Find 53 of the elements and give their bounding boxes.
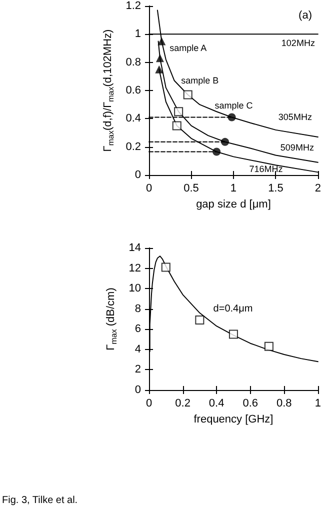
y-tick-label: 0.6 (126, 84, 141, 96)
x-axis-title: gap size d [μm] (196, 198, 271, 210)
y-axis-title: Γmax (dB/cm) (104, 288, 118, 350)
y-tick-label: 2 (134, 364, 141, 376)
y-tick-label: 14 (128, 242, 141, 254)
y-tick-label: 0 (134, 384, 141, 396)
point (161, 262, 170, 272)
point (212, 148, 221, 156)
point (155, 65, 164, 74)
point (264, 342, 274, 351)
y-tick-label: 8 (134, 302, 141, 315)
point (228, 330, 238, 339)
x-tick-label: 0.6 (242, 398, 258, 410)
x-tick-label: 2 (314, 182, 322, 194)
series-label: 305MHz (278, 112, 312, 122)
y-tick-label: 0.8 (126, 56, 141, 68)
y-tick-label: 6 (134, 323, 141, 336)
y-tick-label: 0.4 (126, 112, 141, 125)
x-tick-label: 0 (146, 398, 152, 410)
y-tick-label: 1 (134, 28, 141, 40)
point (158, 37, 166, 46)
x-tick-label: 0.5 (184, 182, 199, 194)
point (221, 138, 230, 146)
x-tick-label: 0 (146, 182, 152, 194)
chart-title: (a) (298, 10, 312, 22)
series-label: 509MHz (280, 142, 314, 152)
x-tick-label: 0.8 (276, 398, 292, 410)
series-label: sample A (170, 43, 207, 54)
caption: Fig. 3, Tilke et al. (2, 495, 78, 506)
x-tick-label: 0.4 (208, 398, 224, 410)
x-tick-label: 1 (230, 182, 237, 194)
x-axis-title: frequency [GHz] (194, 413, 274, 426)
point (172, 121, 182, 130)
point (195, 316, 204, 325)
series-label: sample B (181, 76, 219, 86)
point (228, 113, 236, 122)
y-tick-label: 1.2 (126, 0, 141, 12)
y-tick-label: 12 (128, 262, 141, 274)
series-label: 102MHz (281, 38, 316, 48)
y-tick-label: 0 (134, 169, 141, 181)
y-tick-label: 0.2 (126, 140, 141, 153)
y-axis-title: Γmax(d,f)/Γmax(d,102MHz) (102, 29, 116, 152)
y-tick-label: 10 (128, 282, 141, 295)
x-tick-label: 0.2 (175, 398, 190, 410)
series-label: sample C (214, 100, 254, 110)
point (183, 90, 192, 100)
x-tick-label: 1.5 (268, 182, 284, 194)
y-tick-label: 4 (134, 343, 141, 356)
annotation: d=0.4μm (213, 304, 253, 314)
point (156, 54, 164, 62)
point (174, 107, 184, 116)
legend-label: 716MHz (249, 164, 284, 174)
x-tick-label: 1 (314, 398, 322, 410)
